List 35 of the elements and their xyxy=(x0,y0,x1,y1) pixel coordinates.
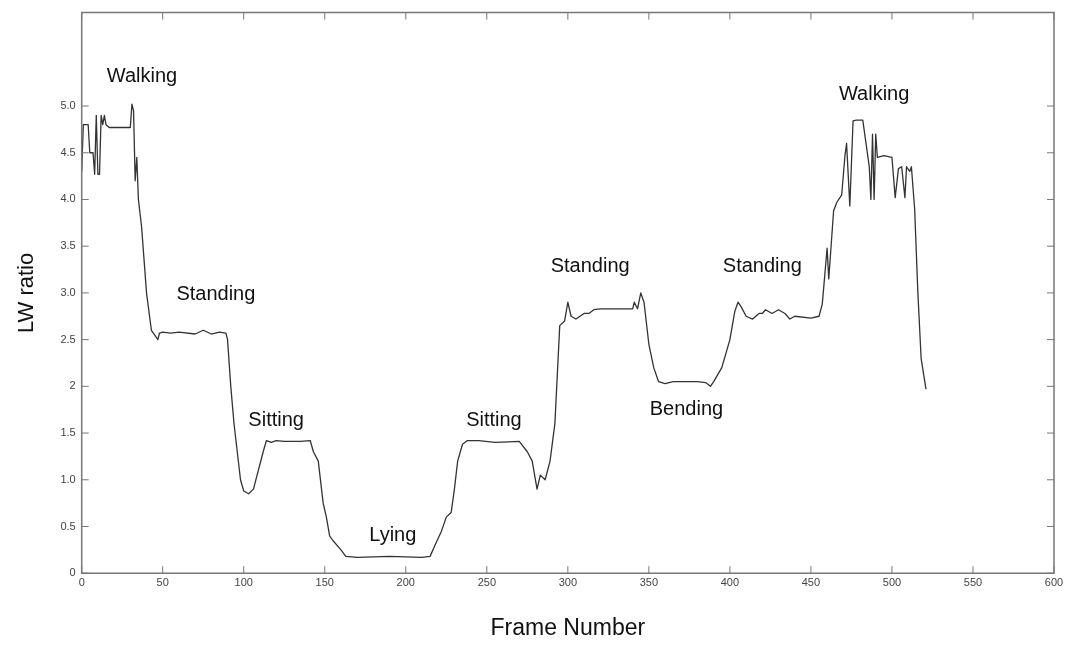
annotation: Sitting xyxy=(248,408,304,431)
x-tick-label: 450 xyxy=(801,575,821,588)
annotation: Standing xyxy=(176,282,256,305)
x-tick-label: 150 xyxy=(315,575,334,588)
y-tick-label: 3.0 xyxy=(60,285,76,298)
x-tick-label: 350 xyxy=(639,575,659,588)
annotation: Standing xyxy=(550,254,630,277)
y-tick-label: 0.5 xyxy=(60,519,76,532)
x-tick-label: 250 xyxy=(477,575,496,588)
y-tick-label: 2.5 xyxy=(60,332,76,345)
y-tick-label: 2 xyxy=(69,379,76,392)
y-axis-title: LW ratio xyxy=(13,252,39,334)
x-tick-label: 50 xyxy=(156,575,169,588)
y-tick-label: 3.5 xyxy=(60,239,76,252)
annotation: Bending xyxy=(649,397,724,420)
annotation: Walking xyxy=(106,64,178,87)
y-tick-label: 1.0 xyxy=(60,472,76,485)
annotation: Walking xyxy=(838,81,910,104)
x-tick-label: 100 xyxy=(234,575,253,588)
x-tick-label: 400 xyxy=(720,575,740,588)
x-tick-label: 300 xyxy=(558,575,578,588)
y-tick-label: 0 xyxy=(69,566,76,579)
x-tick-label: 500 xyxy=(882,575,902,588)
x-tick-label: 0 xyxy=(78,575,85,588)
x-tick-label: 550 xyxy=(963,575,983,588)
y-tick-label: 1.5 xyxy=(60,426,76,439)
x-axis-title: Frame Number xyxy=(490,613,646,640)
annotation: Sitting xyxy=(466,408,522,431)
y-tick-label: 4.5 xyxy=(60,145,76,158)
x-tick-label: 200 xyxy=(396,575,415,588)
y-tick-label: 5.0 xyxy=(60,99,76,112)
y-tick-label: 4.0 xyxy=(60,192,76,205)
x-tick-label: 600 xyxy=(1044,575,1064,588)
annotation: Standing xyxy=(722,254,802,277)
annotation: Lying xyxy=(369,523,417,546)
